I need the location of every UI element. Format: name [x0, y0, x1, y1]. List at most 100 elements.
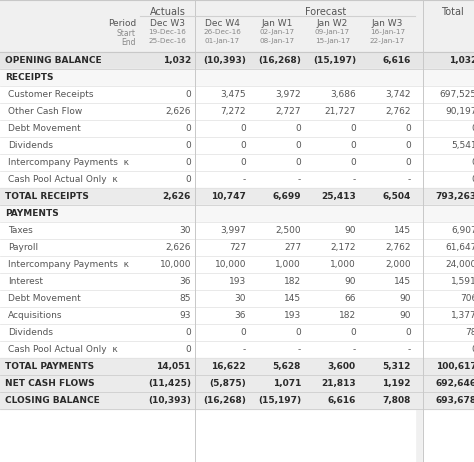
Bar	[0, 0, 415, 462]
Bar	[0, 358, 474, 375]
Text: 2,500: 2,500	[275, 226, 301, 235]
Bar	[0, 137, 474, 154]
Text: 1,000: 1,000	[275, 260, 301, 269]
Bar	[0, 0, 474, 52]
Text: 36: 36	[180, 277, 191, 286]
Bar	[0, 69, 474, 86]
Text: 2,762: 2,762	[385, 107, 411, 116]
Text: 24,000: 24,000	[446, 260, 474, 269]
Text: 6,907: 6,907	[451, 226, 474, 235]
Text: 02-Jan-17: 02-Jan-17	[260, 29, 295, 35]
Text: 0: 0	[405, 328, 411, 337]
Text: 0: 0	[405, 141, 411, 150]
Text: 2,172: 2,172	[330, 243, 356, 252]
Text: 90,197: 90,197	[446, 107, 474, 116]
Text: -: -	[298, 345, 301, 354]
Text: (11,425): (11,425)	[148, 379, 191, 388]
Text: -: -	[353, 175, 356, 184]
Text: -: -	[243, 345, 246, 354]
Text: 0: 0	[405, 124, 411, 133]
Text: 1,032: 1,032	[163, 56, 191, 65]
Text: 16-Jan-17: 16-Jan-17	[370, 29, 405, 35]
Text: End: End	[121, 38, 136, 47]
Text: 85: 85	[180, 294, 191, 303]
Text: 09-Jan-17: 09-Jan-17	[315, 29, 350, 35]
Bar	[0, 307, 474, 324]
Text: 193: 193	[284, 311, 301, 320]
Text: 100,617: 100,617	[436, 362, 474, 371]
Bar	[0, 222, 474, 239]
Bar	[0, 341, 474, 358]
Text: (15,197): (15,197)	[313, 56, 356, 65]
Text: Dec W4: Dec W4	[205, 19, 240, 28]
Text: 277: 277	[284, 243, 301, 252]
Bar	[0, 273, 474, 290]
Text: 2,626: 2,626	[165, 107, 191, 116]
Text: 6,616: 6,616	[383, 56, 411, 65]
Text: 6,616: 6,616	[328, 396, 356, 405]
Text: 3,475: 3,475	[220, 90, 246, 99]
Bar	[0, 256, 474, 273]
Text: 3,997: 3,997	[220, 226, 246, 235]
Text: 2,000: 2,000	[385, 260, 411, 269]
Text: TOTAL RECEIPTS: TOTAL RECEIPTS	[5, 192, 89, 201]
Text: 0: 0	[185, 90, 191, 99]
Text: -: -	[408, 175, 411, 184]
Text: Acquisitions: Acquisitions	[8, 311, 63, 320]
Text: Taxes: Taxes	[8, 226, 33, 235]
Text: Jan W2: Jan W2	[317, 19, 348, 28]
Bar	[0, 239, 474, 256]
Text: 14,051: 14,051	[156, 362, 191, 371]
Text: 1,591: 1,591	[451, 277, 474, 286]
Text: Jan W3: Jan W3	[372, 19, 403, 28]
Text: 0: 0	[240, 158, 246, 167]
Bar	[0, 103, 474, 120]
Text: 693,678: 693,678	[436, 396, 474, 405]
Text: 193: 193	[229, 277, 246, 286]
Text: Other Cash Flow: Other Cash Flow	[8, 107, 82, 116]
Text: 145: 145	[394, 277, 411, 286]
Text: -: -	[353, 345, 356, 354]
Text: 0: 0	[295, 124, 301, 133]
Text: Intercompany Payments  κ: Intercompany Payments κ	[8, 260, 129, 269]
Text: (10,393): (10,393)	[203, 56, 246, 65]
Text: -: -	[243, 175, 246, 184]
Text: 6,504: 6,504	[383, 192, 411, 201]
Text: 0: 0	[240, 141, 246, 150]
Text: 0: 0	[185, 141, 191, 150]
Text: Intercompany Payments  κ: Intercompany Payments κ	[8, 158, 129, 167]
Text: Forecast: Forecast	[305, 7, 346, 17]
Text: 3,742: 3,742	[385, 90, 411, 99]
Text: 1,000: 1,000	[330, 260, 356, 269]
Text: Cash Pool Actual Only  κ: Cash Pool Actual Only κ	[8, 175, 118, 184]
Text: PAYMENTS: PAYMENTS	[5, 209, 59, 218]
Text: 0: 0	[185, 328, 191, 337]
Bar	[0, 171, 474, 188]
Text: 10,747: 10,747	[211, 192, 246, 201]
Text: 7,808: 7,808	[383, 396, 411, 405]
Text: 0: 0	[185, 345, 191, 354]
Text: 25-Dec-16: 25-Dec-16	[148, 38, 186, 44]
Text: 0: 0	[471, 175, 474, 184]
Bar	[0, 188, 474, 205]
Text: 0: 0	[295, 141, 301, 150]
Text: 3,686: 3,686	[330, 90, 356, 99]
Text: Dividends: Dividends	[8, 328, 53, 337]
Text: 793,263: 793,263	[436, 192, 474, 201]
Bar	[0, 290, 474, 307]
Bar	[0, 120, 474, 137]
Text: -: -	[408, 345, 411, 354]
Text: 0: 0	[405, 158, 411, 167]
Text: Debt Movement: Debt Movement	[8, 294, 81, 303]
Text: 706: 706	[460, 294, 474, 303]
Text: Dec W3: Dec W3	[150, 19, 185, 28]
Text: 21,727: 21,727	[325, 107, 356, 116]
Bar	[0, 86, 474, 103]
Text: 0: 0	[471, 345, 474, 354]
Text: 19-Dec-16: 19-Dec-16	[148, 29, 186, 35]
Text: (16,268): (16,268)	[203, 396, 246, 405]
Text: 692,646: 692,646	[436, 379, 474, 388]
Text: (16,268): (16,268)	[258, 56, 301, 65]
Text: 0: 0	[471, 158, 474, 167]
Text: 30: 30	[180, 226, 191, 235]
